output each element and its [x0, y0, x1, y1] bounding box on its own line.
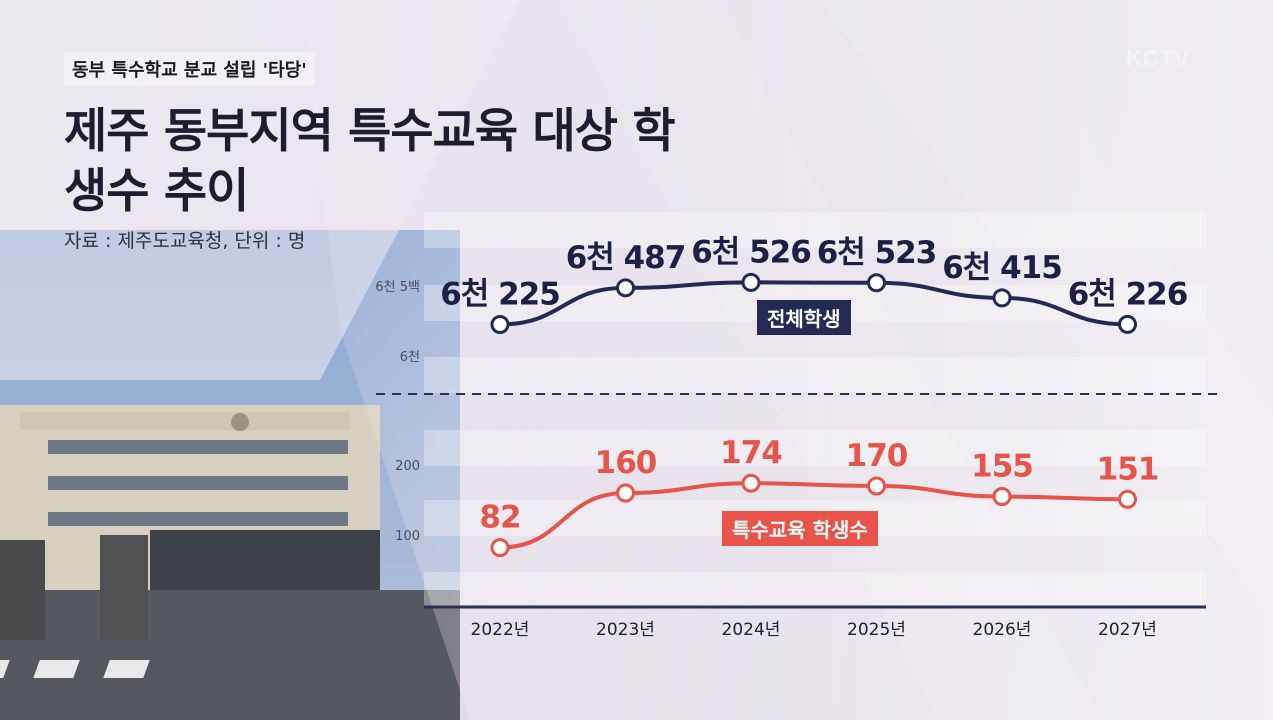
data-point [616, 278, 635, 298]
series-label-total: 전체학생 [757, 300, 851, 335]
y-tick-label: 100 [395, 529, 420, 544]
data-point [1118, 314, 1137, 334]
data-label: 170 [846, 438, 908, 474]
x-tick-label: 2022년 [471, 620, 530, 640]
data-point [867, 476, 886, 496]
grid-band-3 [424, 430, 1206, 466]
data-label: 6천 487 [566, 240, 686, 276]
grid-band-5 [424, 572, 1206, 608]
series-line-special [499, 481, 1128, 550]
channel-logo: KCTV [1126, 46, 1190, 71]
data-point [992, 487, 1012, 506]
data-label: 6천 225 [440, 277, 560, 313]
y-tick-label: 200 [395, 459, 420, 474]
data-label: 151 [1097, 451, 1159, 487]
y-tick-label: 6천 5백 [375, 280, 420, 295]
chart-title: 제주 동부지역 특수교육 대상 학생수 추이 [64, 104, 676, 219]
source-note: 자료 : 제주도교육청, 단위 : 명 [64, 230, 306, 252]
data-point [490, 315, 510, 334]
x-tick-label: 2026년 [973, 620, 1032, 640]
data-point [741, 272, 761, 292]
x-tick-label: 2023년 [596, 620, 655, 640]
data-point [616, 483, 635, 503]
data-point [741, 473, 761, 493]
grid-band-0 [424, 212, 1206, 248]
grid-band-2 [424, 357, 1206, 393]
data-label: 6천 226 [1068, 276, 1188, 312]
data-point [992, 288, 1012, 308]
data-point [1118, 489, 1137, 509]
x-tick-label: 2027년 [1098, 620, 1157, 640]
data-label: 155 [971, 449, 1033, 485]
series-label-special: 특수교육 학생수 [722, 511, 878, 546]
data-label: 6천 526 [691, 234, 811, 270]
x-tick-label: 2025년 [847, 620, 906, 640]
x-tick-label: 2024년 [722, 620, 781, 640]
data-label: 6천 415 [942, 250, 1062, 286]
data-label: 82 [479, 500, 520, 536]
series-line-total [499, 280, 1128, 327]
data-label: 6천 523 [817, 235, 937, 271]
headline-tag: 동부 특수학교 분교 설립 '타당' [64, 52, 315, 86]
data-label: 174 [720, 435, 782, 471]
data-point [867, 273, 886, 293]
data-label: 160 [595, 445, 657, 481]
data-point [490, 538, 510, 558]
y-tick-label: 6천 [400, 350, 420, 365]
